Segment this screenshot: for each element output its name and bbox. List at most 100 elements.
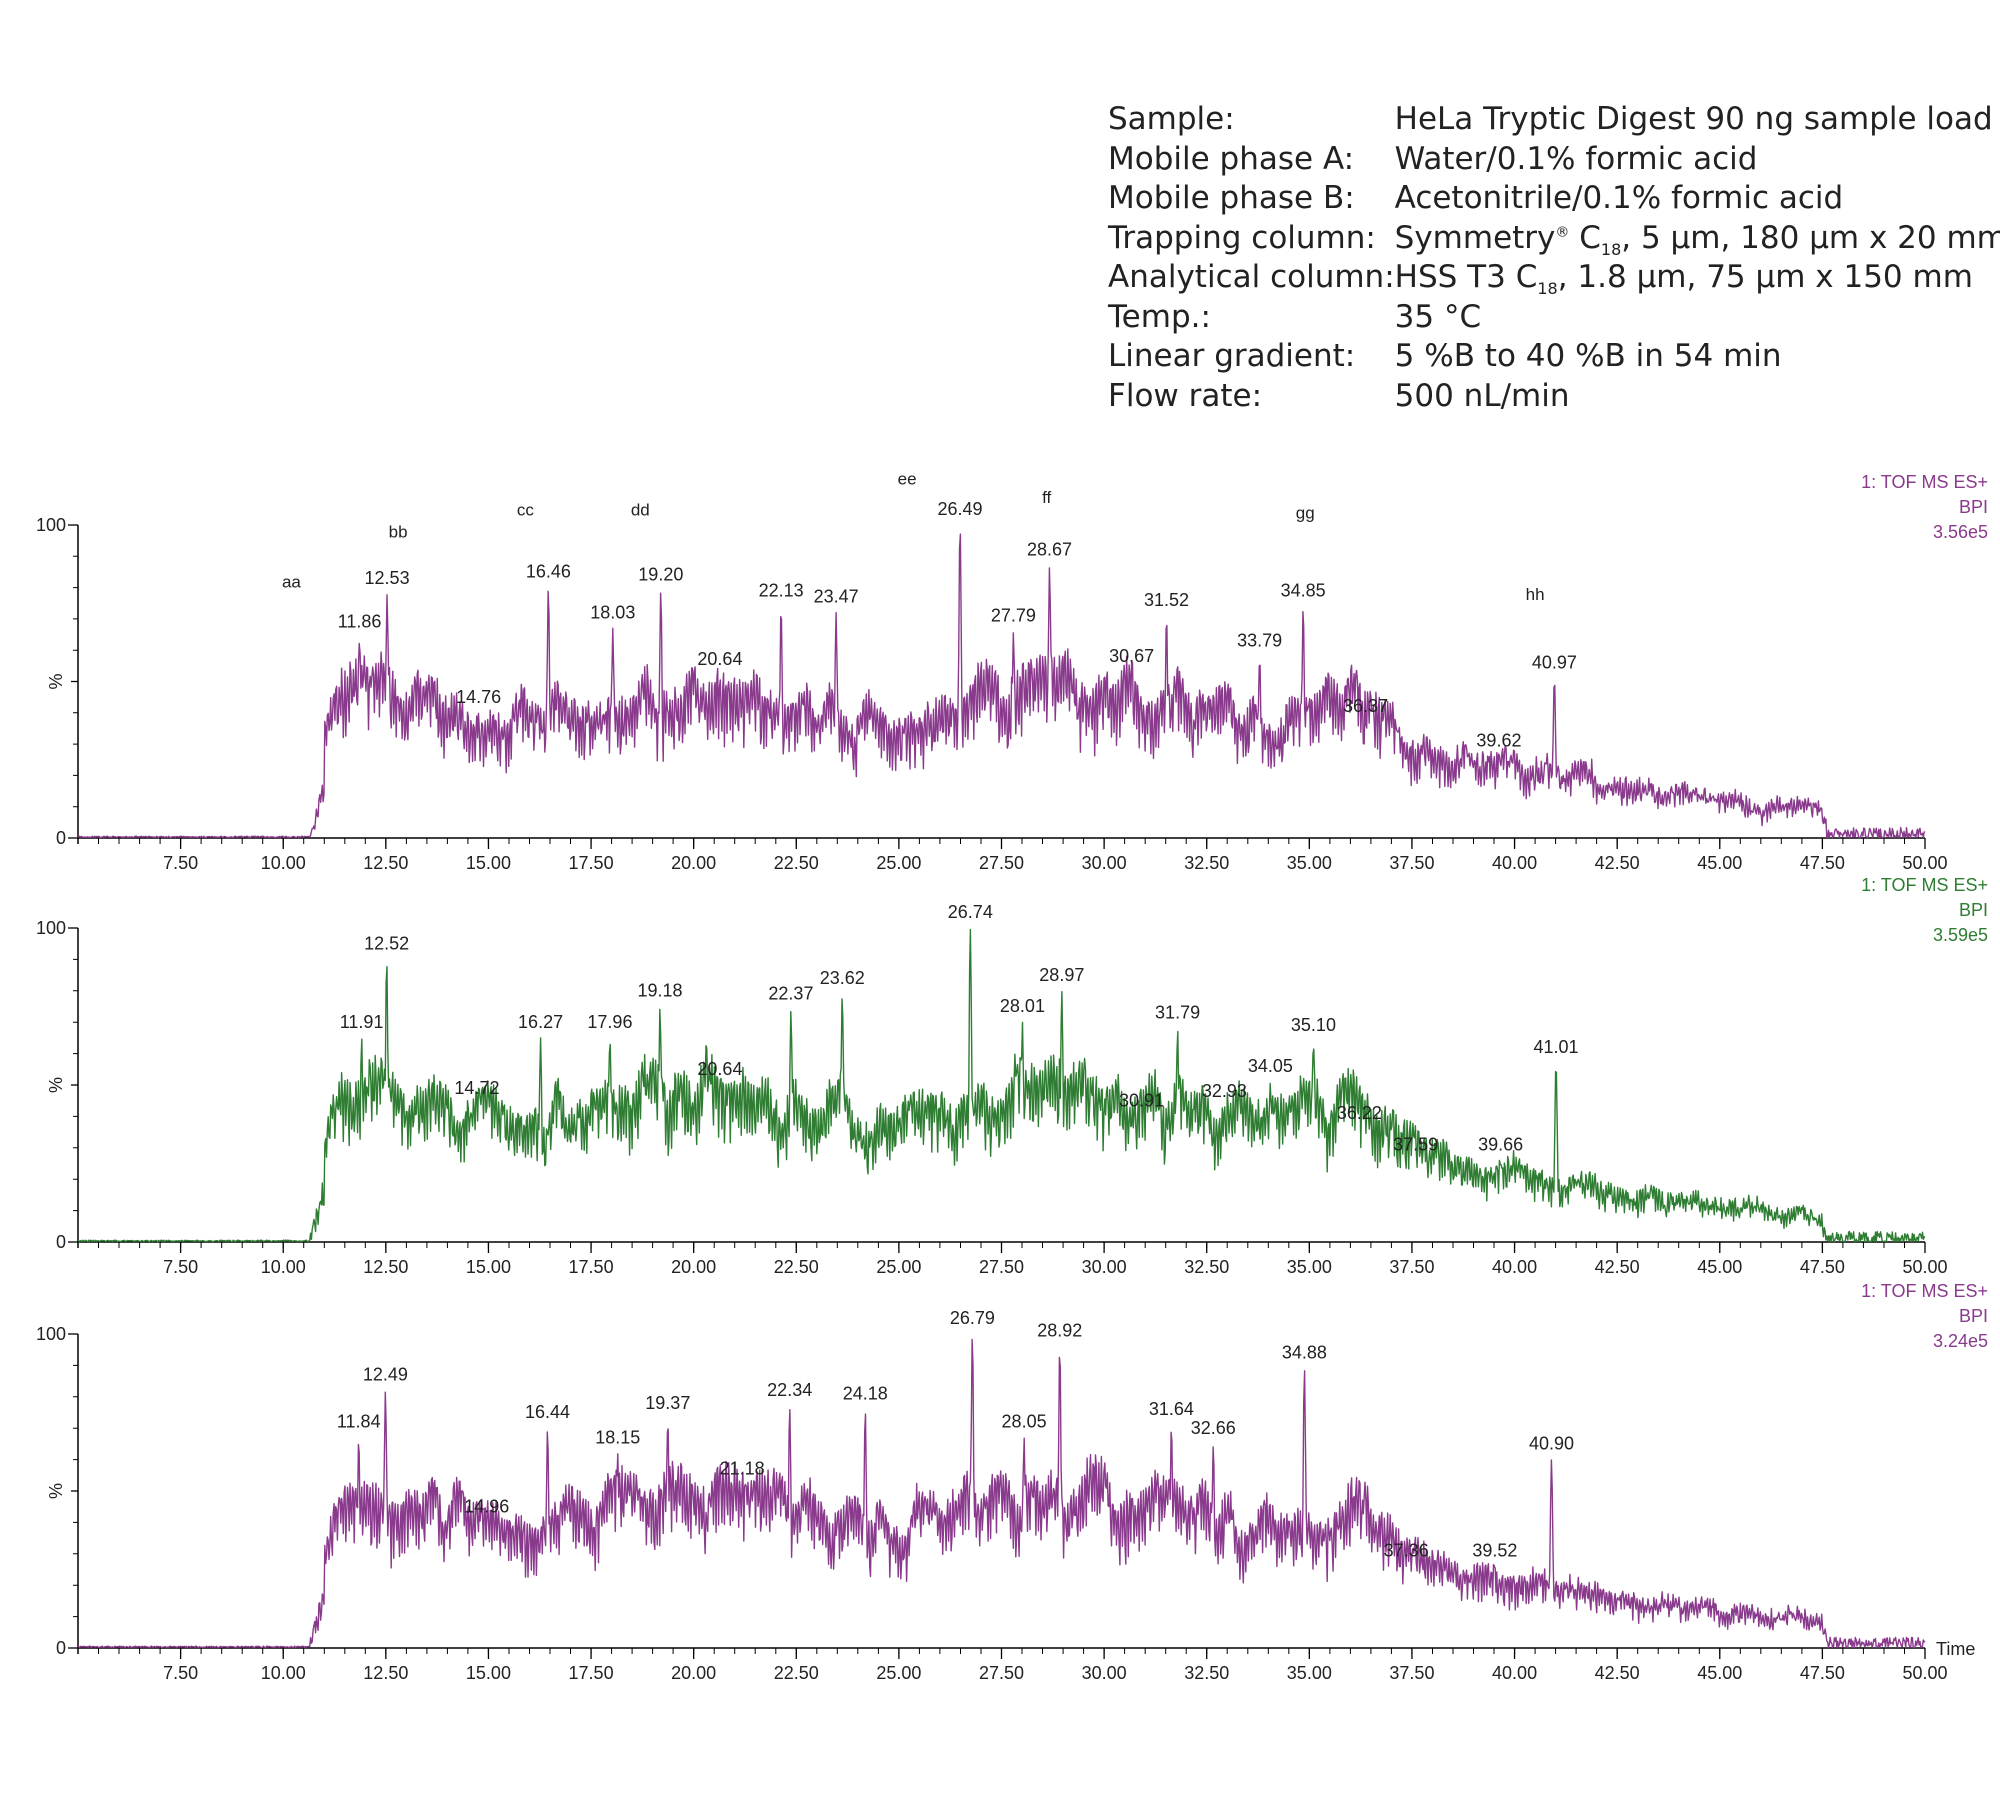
peak-annotation: ff	[1042, 488, 1051, 507]
x-tick-label: 10.00	[261, 853, 306, 873]
x-tick-label: 50.00	[1902, 1257, 1947, 1277]
peak-label: 36.37	[1343, 696, 1388, 716]
x-tick-label: 50.00	[1902, 853, 1947, 873]
x-tick-label: 12.50	[363, 1257, 408, 1277]
peak-label: 19.18	[637, 981, 682, 1001]
peak-annotation: gg	[1296, 504, 1315, 523]
peak-label: 26.79	[950, 1308, 995, 1328]
x-tick-label: 12.50	[363, 853, 408, 873]
peak-label: 26.74	[948, 902, 993, 922]
peak-label: 28.67	[1027, 540, 1072, 560]
peak-label: 19.37	[645, 1393, 690, 1413]
x-tick-label: 45.00	[1697, 1663, 1742, 1683]
peak-label: 28.05	[1002, 1412, 1047, 1432]
bpi-trace	[78, 928, 1926, 1243]
peak-label: 39.62	[1476, 731, 1521, 751]
condition-row: Flow rate: 500 nL/min	[1108, 377, 2000, 417]
peak-label: 34.85	[1281, 580, 1326, 600]
condition-value: 5 %B to 40 %B in 54 min	[1394, 338, 1782, 374]
peak-annotation: aa	[282, 573, 301, 592]
peak-annotation: hh	[1526, 585, 1545, 604]
peak-label: 31.52	[1144, 590, 1189, 610]
peak-label: 18.15	[595, 1427, 640, 1447]
chromatogram-panel: 7.50 10.00 12.50 15.00 17.50 20.00 22.50 25.00 2…	[36, 469, 1988, 873]
condition-label: Sample:	[1108, 101, 1235, 137]
x-tick-label: 40.00	[1492, 853, 1537, 873]
x-tick-label: 17.50	[569, 1663, 614, 1683]
peak-label: 40.90	[1529, 1434, 1574, 1454]
y-tick-label: 0	[56, 1638, 66, 1658]
peak-label: 24.18	[843, 1383, 888, 1403]
x-tick-label: 47.50	[1800, 1257, 1845, 1277]
x-tick-label: 30.00	[1082, 1663, 1127, 1683]
chromatogram-panel: 7.50 10.00 12.50 15.00 17.50 20.00 22.50 25.00 2…	[36, 875, 1988, 1277]
x-tick-label: 20.00	[671, 1257, 716, 1277]
peak-label: 30.91	[1119, 1090, 1164, 1110]
peak-label: 16.27	[518, 1012, 563, 1032]
peak-label: 16.44	[525, 1402, 570, 1422]
x-tick-label: 22.50	[774, 853, 819, 873]
x-tick-label: 42.50	[1595, 853, 1640, 873]
trace-info: 3.56e5	[1933, 522, 1988, 542]
condition-label: Flow rate:	[1108, 377, 1263, 414]
peak-label: 20.64	[697, 649, 742, 669]
x-tick-label: 40.00	[1492, 1663, 1537, 1683]
x-tick-label: 22.50	[774, 1257, 819, 1277]
peak-label: 23.62	[820, 968, 865, 988]
peak-label: 19.20	[638, 565, 683, 585]
experimental-conditions: Sample: HeLa Tryptic Digest 90 ng sample …	[1108, 100, 2000, 416]
x-tick-label: 32.50	[1184, 853, 1229, 873]
peak-label: 28.92	[1037, 1321, 1082, 1341]
trace-info: 1: TOF MS ES+	[1861, 1281, 1988, 1301]
x-tick-label: 10.00	[261, 1663, 306, 1683]
condition-row: Mobile phase B: Acetonitrile/0.1% formic …	[1108, 179, 2000, 219]
x-tick-label: 7.50	[163, 853, 198, 873]
trace-info: 3.59e5	[1933, 925, 1988, 945]
bpi-trace	[77, 533, 1926, 839]
trace-info: BPI	[1959, 497, 1988, 517]
trace-info: 3.24e5	[1933, 1331, 1988, 1351]
x-tick-label: 7.50	[163, 1257, 198, 1277]
condition-label: Trapping column:	[1108, 219, 1376, 256]
peak-label: 21.18	[720, 1459, 765, 1479]
x-tick-label: 30.00	[1082, 853, 1127, 873]
y-tick-label: 0	[56, 1232, 66, 1252]
x-tick-label: 30.00	[1082, 1257, 1127, 1277]
peak-label: 39.66	[1478, 1134, 1523, 1154]
x-tick-label: 47.50	[1800, 1663, 1845, 1683]
peak-label: 37.36	[1384, 1540, 1429, 1560]
trace-info: BPI	[1959, 1306, 1988, 1326]
y-axis-label: %	[46, 1077, 66, 1093]
peak-label: 39.52	[1472, 1540, 1517, 1560]
condition-label: Analytical column:	[1108, 259, 1395, 295]
peak-label: 37.59	[1393, 1134, 1438, 1154]
peak-label: 34.05	[1248, 1056, 1293, 1076]
x-tick-label: 42.50	[1595, 1257, 1640, 1277]
condition-label: Linear gradient:	[1108, 338, 1356, 374]
peak-label: 12.49	[363, 1365, 408, 1385]
condition-row: Sample: HeLa Tryptic Digest 90 ng sample …	[1108, 100, 2000, 140]
y-tick-label: 100	[36, 515, 66, 535]
peak-label: 30.67	[1109, 646, 1154, 666]
condition-row: Trapping column: Symmetry® C18, 5 µm, 180…	[1108, 219, 2000, 259]
peak-label: 28.97	[1039, 965, 1084, 985]
peak-label: 22.37	[768, 984, 813, 1004]
peak-label: 23.47	[814, 587, 859, 607]
bpi-trace	[77, 1338, 1926, 1649]
condition-row: Linear gradient: 5 %B to 40 %B in 54 min	[1108, 337, 2000, 377]
condition-value: Acetonitrile/0.1% formic acid	[1394, 180, 1844, 216]
x-tick-label: 15.00	[466, 1663, 511, 1683]
x-tick-label: 25.00	[876, 1663, 921, 1683]
x-tick-label: 32.50	[1184, 1257, 1229, 1277]
condition-value: 35 °C	[1394, 298, 1482, 335]
x-tick-label: 20.00	[671, 853, 716, 873]
condition-value: HeLa Tryptic Digest 90 ng sample load	[1394, 101, 1993, 137]
peak-label: 14.72	[454, 1078, 499, 1098]
x-tick-label: 15.00	[466, 1257, 511, 1277]
peak-label: 36.22	[1337, 1103, 1382, 1123]
condition-label: Mobile phase A:	[1108, 140, 1355, 177]
y-axis-label: %	[46, 1483, 66, 1499]
x-tick-label: 37.50	[1389, 853, 1434, 873]
peak-label: 14.96	[464, 1496, 509, 1516]
